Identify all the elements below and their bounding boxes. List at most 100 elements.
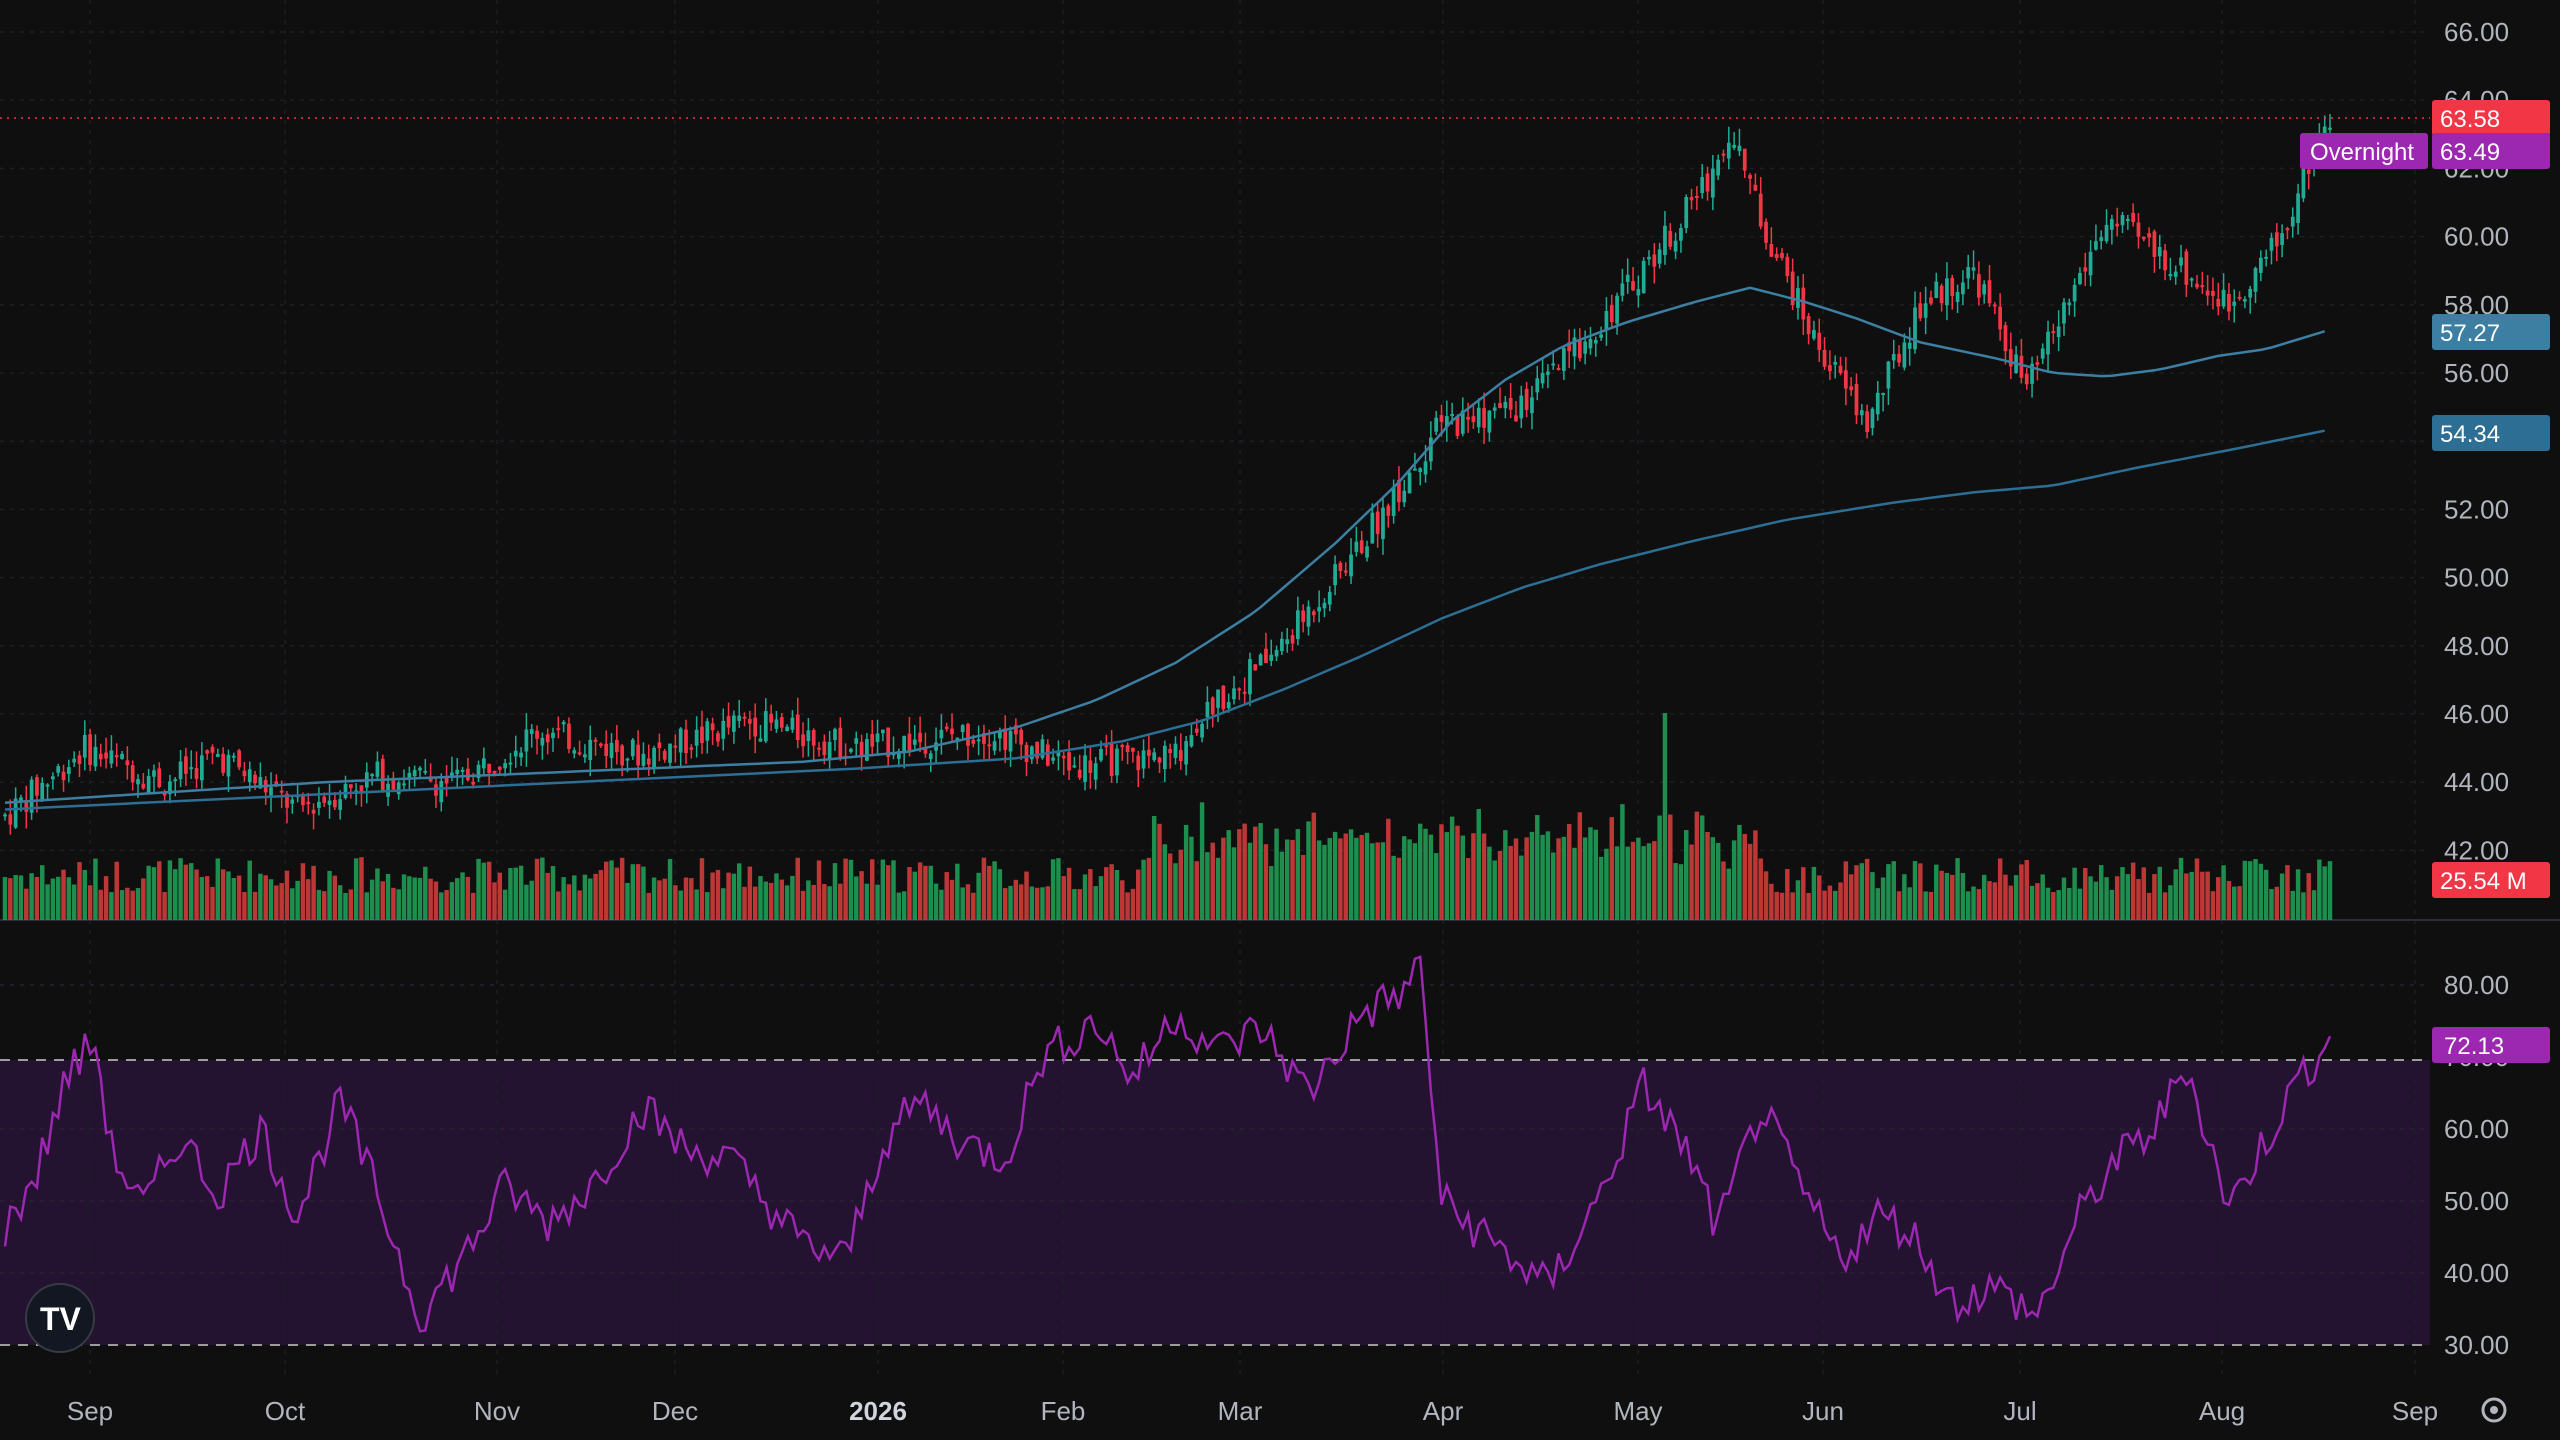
candle-body — [391, 777, 396, 790]
candle-body — [109, 750, 114, 764]
candle-body — [237, 750, 241, 768]
volume-bar — [1029, 886, 1035, 920]
candle-body — [35, 777, 39, 796]
volume-bar — [1130, 888, 1136, 920]
volume-bar — [1981, 874, 1987, 920]
volume-bar — [183, 864, 189, 920]
candle-body — [1907, 342, 1912, 349]
candle-body — [1210, 697, 1215, 715]
volume-bar — [2194, 858, 2200, 920]
settings-gear-icon[interactable] — [2481, 1397, 2507, 1423]
candle-body — [1620, 283, 1625, 296]
volume-bar — [619, 857, 625, 920]
volume-bar — [50, 878, 56, 920]
candle-body — [1205, 701, 1210, 718]
last-price-value: 63.58 — [2440, 106, 2500, 133]
candle-body — [1567, 342, 1572, 352]
candle-body — [285, 793, 289, 808]
candle-body — [1716, 159, 1721, 176]
candle-body — [487, 763, 492, 773]
candle-body — [1008, 731, 1013, 752]
volume-bar — [1705, 831, 1710, 920]
volume-bar — [603, 861, 609, 920]
candle-body — [1216, 689, 1220, 708]
volume-value: 25.54 M — [2440, 868, 2527, 895]
volume-bar — [662, 878, 667, 920]
volume-bar — [1391, 855, 1396, 920]
volume-bar — [1694, 811, 1700, 920]
volume-bar — [2141, 867, 2147, 920]
candle-body — [1322, 602, 1327, 609]
volume-bar — [816, 860, 822, 920]
candle-body — [2046, 331, 2050, 355]
volume-bar — [1721, 861, 1726, 920]
candle-body — [1992, 304, 1997, 307]
volume-bar — [2173, 869, 2178, 920]
volume-bar — [1412, 843, 1418, 920]
candle-body — [1450, 413, 1455, 416]
volume-bar — [577, 890, 582, 920]
ma-slow-value: 54.34 — [2440, 421, 2500, 448]
volume-bar — [2205, 871, 2210, 920]
volume-bar — [215, 858, 221, 920]
candle-body — [1061, 755, 1066, 759]
volume-bar — [1380, 842, 1386, 920]
volume-bar — [2269, 889, 2274, 920]
candle-body — [1476, 407, 1481, 428]
candle-body — [1178, 750, 1183, 761]
candle-body — [460, 769, 465, 772]
volume-bar — [1327, 838, 1333, 920]
volume-bar — [1806, 892, 1811, 920]
volume-bar — [1471, 833, 1476, 920]
volume-bar — [891, 860, 896, 920]
candle-body — [567, 723, 571, 749]
candle-body — [2258, 257, 2263, 273]
candle-body — [1120, 744, 1125, 748]
volume-bar — [2221, 865, 2226, 920]
candle-body — [572, 750, 577, 754]
volume-bar — [2295, 869, 2301, 920]
volume-bar — [1699, 815, 1705, 920]
candle-body — [1833, 361, 1838, 365]
price-tick-label: 46.00 — [2444, 699, 2509, 729]
volume-bar — [694, 889, 699, 920]
candle-body — [519, 752, 523, 758]
price-tick-label: 66.00 — [2444, 17, 2509, 47]
volume-bar — [1162, 844, 1168, 920]
volume-bar — [1561, 836, 1567, 920]
candle-body — [1152, 752, 1157, 761]
volume-bar — [1433, 853, 1439, 920]
tradingview-logo[interactable]: TV — [25, 1283, 95, 1353]
volume-bar — [960, 887, 965, 920]
candle-body — [77, 755, 82, 764]
candle-body — [253, 774, 257, 784]
candle-body — [710, 723, 715, 731]
volume-bar — [316, 889, 322, 920]
candle-body — [939, 729, 944, 739]
candle-body — [1737, 145, 1742, 152]
volume-bar — [2, 877, 8, 920]
volume-bar — [806, 880, 811, 920]
candle-body — [1024, 744, 1029, 763]
volume-bar — [66, 877, 72, 920]
time-tick-label: Sep — [67, 1396, 113, 1426]
last-price-badge: 63.58 — [2432, 100, 2550, 136]
candle-body — [1157, 757, 1162, 763]
volume-bar — [901, 891, 907, 920]
candle-body — [1679, 228, 1683, 241]
volume-bar — [497, 872, 503, 920]
volume-bar — [1354, 837, 1359, 920]
volume-bar — [2290, 890, 2295, 920]
volume-bar — [1891, 861, 1896, 920]
candle-body — [194, 767, 199, 779]
candle-body — [24, 801, 29, 812]
volume-bar — [625, 882, 630, 920]
volume-bar — [790, 875, 795, 920]
volume-bar — [556, 891, 561, 920]
candle-body — [1354, 541, 1359, 552]
volume-bar — [955, 863, 960, 920]
volume-bar — [976, 872, 981, 920]
volume-bar — [444, 889, 449, 920]
